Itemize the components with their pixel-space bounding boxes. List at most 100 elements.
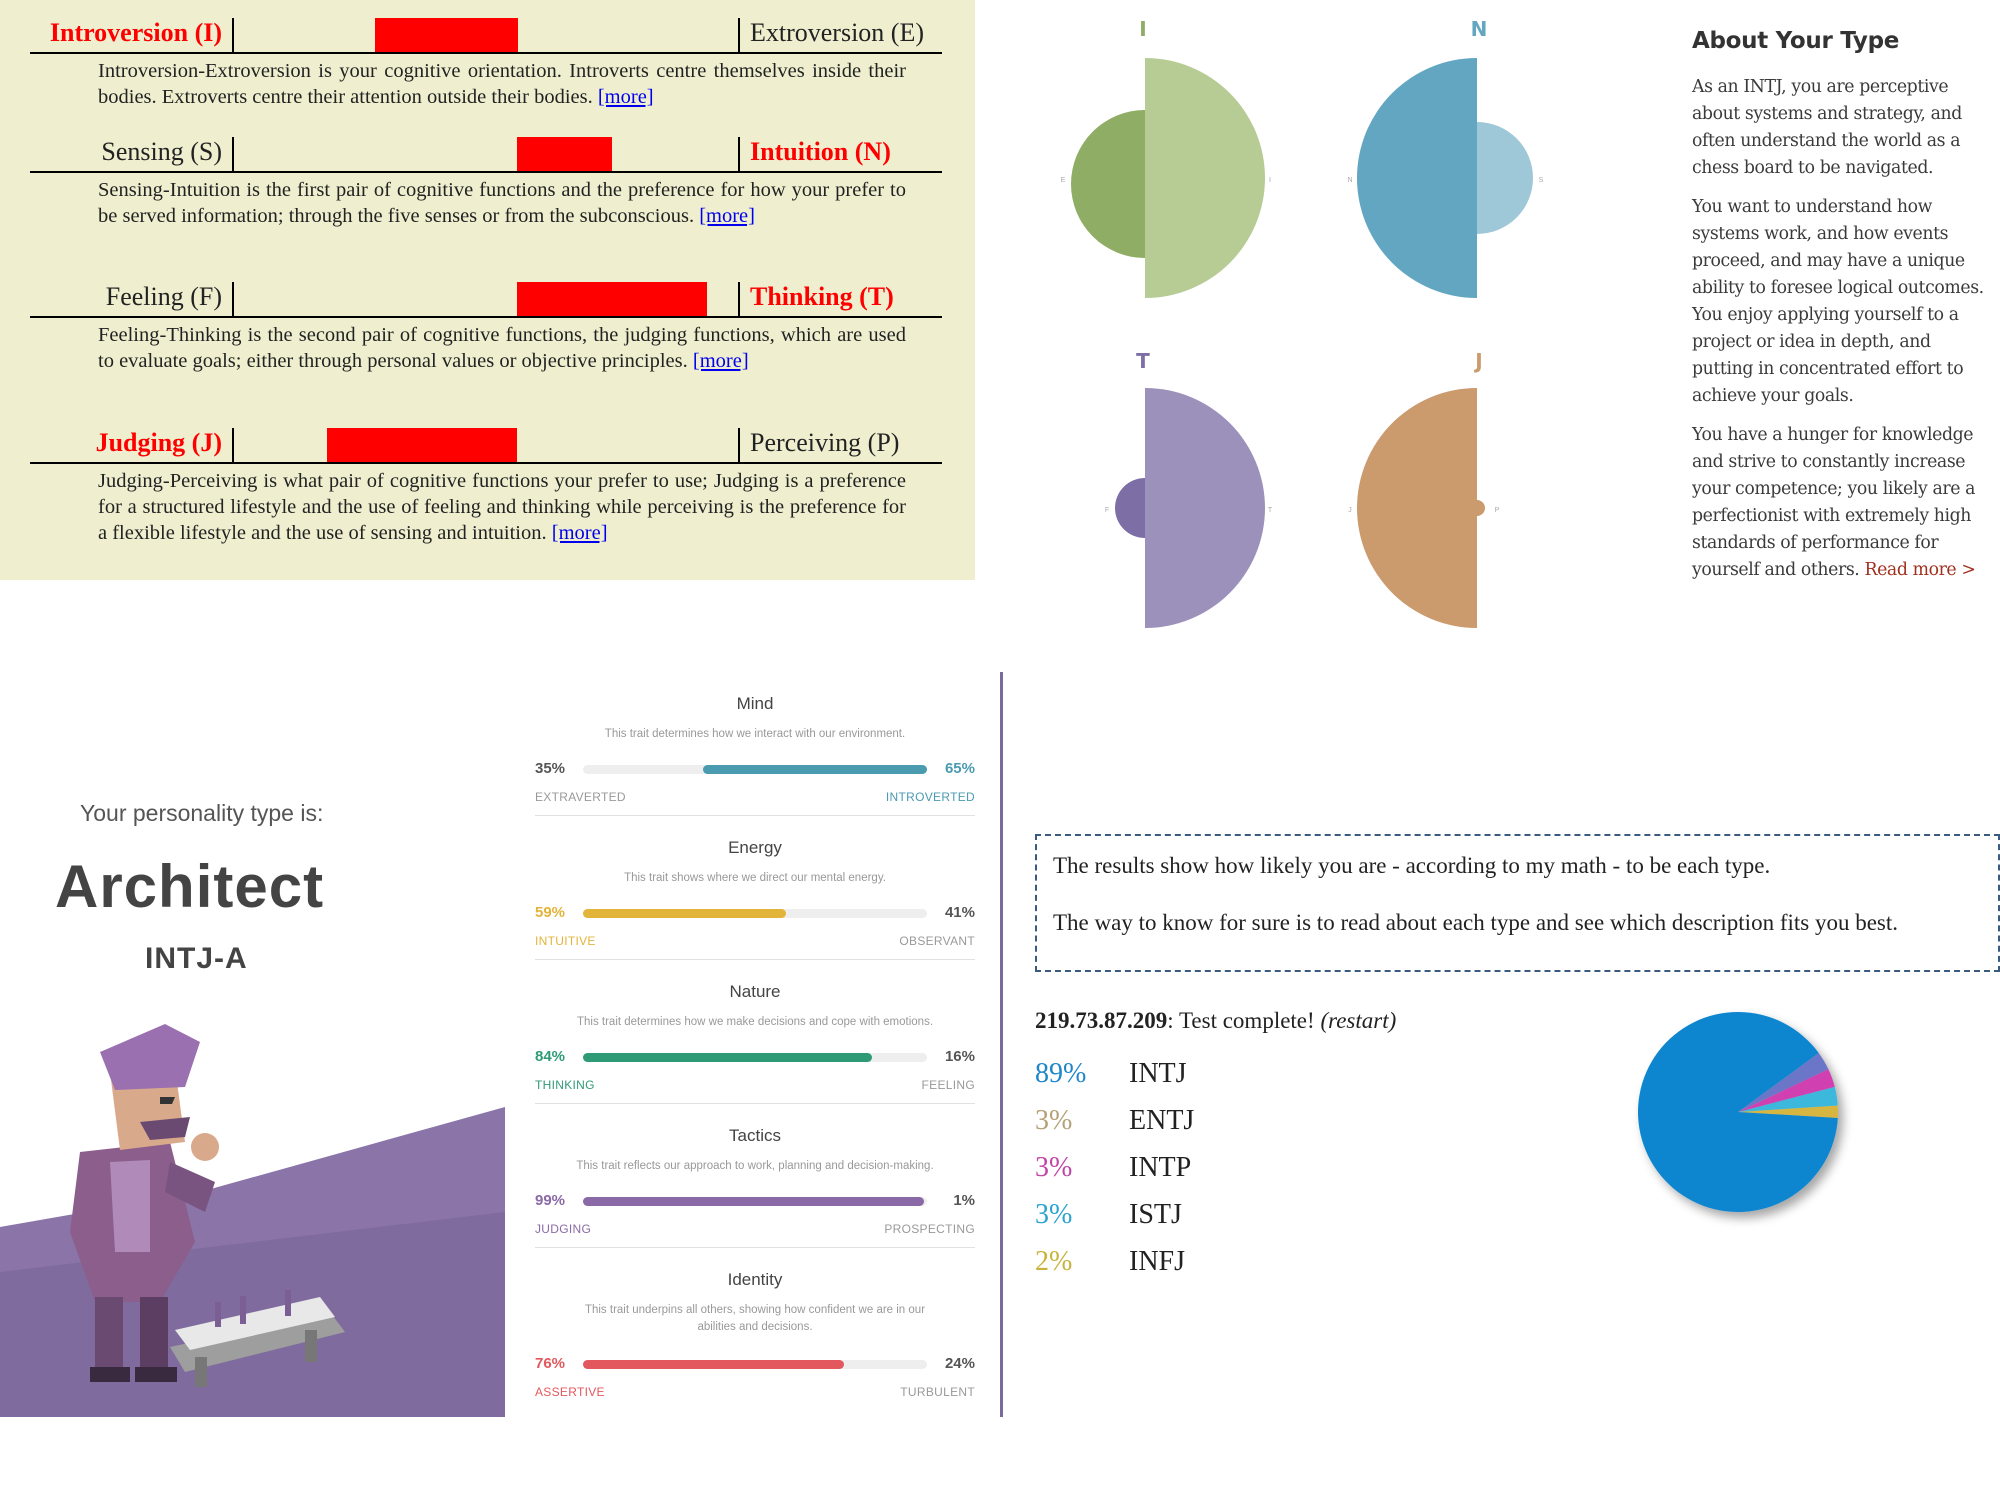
trait-right-percent: 16% (944, 1048, 975, 1065)
result-type: ENTJ (1129, 1105, 1195, 1136)
more-link[interactable]: [more] (692, 350, 749, 372)
result-type: INTJ (1129, 1058, 1187, 1089)
dichotomy-left-label: Judging (J) (95, 428, 222, 457)
trait-fill (703, 765, 927, 774)
result-row: 3% INTP (1035, 1152, 1191, 1192)
preference-bar (327, 428, 517, 462)
about-paragraph: You have a hunger for knowledge and stri… (1692, 422, 1992, 584)
ip-address: 219.73.87.209 (1035, 1008, 1168, 1033)
trait-left-percent: 76% (535, 1355, 566, 1372)
trait-title: Energy (728, 838, 782, 857)
more-link[interactable]: [more] (551, 522, 608, 544)
dichotomy-header: Judging (J) Perceiving (P) (30, 410, 942, 464)
trait-subtitle: This trait reflects our approach to work… (576, 1160, 934, 1172)
trait-left-name: INTUITIVE (535, 934, 596, 948)
trait-card: Nature This trait determines how we make… (535, 960, 975, 1104)
pie-slice-entj (1738, 1052, 1829, 1112)
trait-right-percent: 1% (953, 1192, 975, 1209)
dichotomy-header: Feeling (F) Thinking (T) (30, 264, 942, 318)
trait-left-name: THINKING (535, 1078, 595, 1092)
axis-letter-left: E (1061, 177, 1066, 184)
divider (232, 428, 234, 464)
dichotomy-left-label: Feeling (F) (105, 282, 222, 311)
description-text: Sensing-Intuition is the first pair of c… (98, 179, 906, 227)
semicircle-group-j: J J P (1348, 349, 1500, 628)
dichotomy-right-label: Intuition (N) (750, 137, 891, 166)
trait-left-percent: 84% (535, 1048, 566, 1065)
trait-right-percent: 24% (944, 1355, 975, 1372)
trait-fill (583, 1360, 845, 1369)
trait-title: Mind (736, 694, 774, 713)
dichotomy-right-label: Thinking (T) (750, 282, 894, 311)
status-text: : Test complete! (1167, 1008, 1321, 1033)
trait-right-name: TURBULENT (900, 1385, 975, 1399)
result-row: 2% INFJ (1035, 1246, 1185, 1286)
pie-slice-infj (1738, 1105, 1838, 1118)
trait-right-percent: 65% (944, 760, 975, 777)
dichotomy-row: Judging (J) Perceiving (P) Judging-Perce… (30, 410, 942, 552)
axis-letter-right: P (1495, 507, 1500, 514)
pie-slice-intp (1738, 1069, 1835, 1112)
dichotomy-description: Introversion-Extroversion is your cognit… (98, 58, 906, 110)
result-row: 3% ISTJ (1035, 1199, 1182, 1239)
result-percent: 89% (1035, 1058, 1087, 1089)
trait-track (583, 1197, 927, 1206)
note-line: The way to know for sure is to read abou… (1053, 910, 1899, 935)
pie-slice-intj (1638, 1012, 1838, 1213)
note-line: The results show how likely you are - ac… (1053, 853, 1771, 878)
trait-left-name: JUDGING (535, 1222, 592, 1236)
trait-subtitle: This trait underpins all others, showing… (584, 1304, 926, 1333)
quadrant-letter: J (1473, 349, 1482, 373)
dichotomy-row: Feeling (F) Thinking (T) Feeling-Thinkin… (30, 264, 942, 406)
preference-bar (517, 282, 707, 316)
semicircle-group-t: T F T (1105, 349, 1273, 628)
trait-left-percent: 35% (535, 760, 566, 777)
major-half (1145, 388, 1265, 628)
semicircle-chart: I E I N N S T F T J J P (1061, 17, 1544, 628)
quadrant-letter: N (1471, 17, 1488, 41)
divider (738, 18, 740, 54)
major-half (1357, 58, 1477, 298)
trait-card: Mind This trait determines how we intera… (535, 672, 975, 816)
architect-panel: Your personality type is: Architect INTJ… (0, 672, 505, 1417)
trait-right-percent: 41% (944, 904, 975, 921)
about-paragraph: You want to understand how systems work,… (1692, 197, 1984, 406)
restart-link[interactable]: (restart) (1320, 1008, 1397, 1033)
divider (738, 428, 740, 464)
trait-track (583, 909, 927, 918)
minor-half (1477, 122, 1533, 234)
axis-letter-right: T (1268, 507, 1273, 514)
result-percent: 3% (1035, 1199, 1073, 1230)
trait-right-name: PROSPECTING (884, 1222, 975, 1236)
trait-title: Identity (727, 1270, 783, 1289)
more-link[interactable]: [more] (699, 205, 755, 227)
axis-letter-left: J (1348, 507, 1352, 514)
more-link[interactable]: [more] (597, 86, 654, 108)
divider (738, 137, 740, 173)
result-type: INFJ (1129, 1246, 1186, 1277)
result-percent: 3% (1035, 1152, 1073, 1183)
trait-right-name: INTROVERTED (885, 790, 975, 804)
trait-subtitle: This trait determines how we interact wi… (604, 728, 906, 740)
trait-card: Tactics This trait reflects our approach… (535, 1104, 975, 1248)
divider (232, 137, 234, 173)
result-row: 89% INTJ (1035, 1058, 1187, 1098)
type-name: Architect (55, 853, 325, 920)
semicircle-group-i: I E I (1061, 17, 1271, 298)
trait-left-percent: 99% (535, 1192, 566, 1209)
trait-fill (583, 1053, 872, 1062)
about-your-type: About Your Type As an INTJ, you are perc… (1692, 28, 1992, 596)
type-intro-label: Your personality type is: (80, 800, 324, 826)
result-row: 3% ENTJ (1035, 1105, 1194, 1145)
pie-chart (1638, 1012, 1838, 1213)
dichotomy-header: Introversion (I) Extroversion (E) (30, 0, 942, 54)
dichotomy-row: Introversion (I) Extroversion (E) Introv… (30, 0, 942, 142)
trait-left-name: EXTRAVERTED (535, 790, 626, 804)
trait-track (583, 765, 927, 774)
major-half (1357, 388, 1477, 628)
read-more-link[interactable]: Read more > (1864, 560, 1976, 580)
dichotomy-header: Sensing (S) Intuition (N) (30, 119, 942, 173)
description-text: Judging-Perceiving is what pair of cogni… (98, 470, 906, 544)
dichotomy-left-label: Sensing (S) (101, 137, 222, 166)
trait-left-name: ASSERTIVE (535, 1385, 605, 1399)
